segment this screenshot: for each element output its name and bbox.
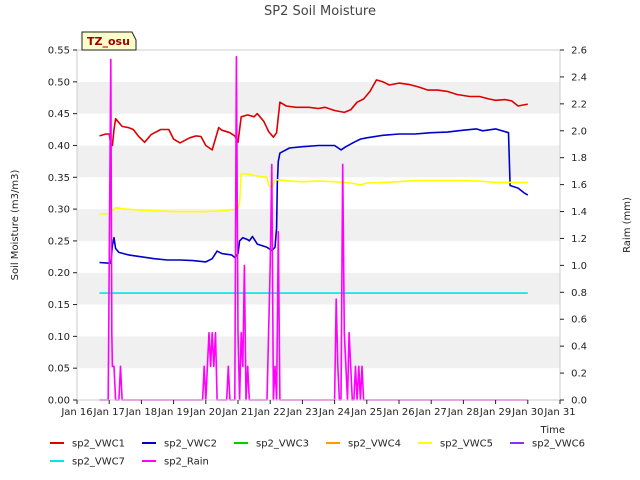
y-tick-label: 0.30 bbox=[48, 205, 70, 216]
x-tick-label: Jan 27 bbox=[415, 407, 447, 418]
x-tick-label: Jan 26 bbox=[382, 407, 414, 418]
x-tick-label: Jan 30 bbox=[511, 407, 543, 418]
x-tick-label: Jan 29 bbox=[479, 407, 511, 418]
y2-tick-label: 2.2 bbox=[571, 99, 587, 110]
legend: sp2_VWC1 sp2_VWC2 sp2_VWC3 sp2_VWC4 sp2_VWC5… bbox=[50, 439, 585, 468]
grid-band bbox=[77, 336, 560, 369]
x-tick-label: Jan 24 bbox=[318, 407, 350, 418]
y2-tick-label: 1.2 bbox=[571, 234, 587, 245]
y-tick-label: 0.05 bbox=[48, 364, 70, 375]
y-tick-label: 0.40 bbox=[48, 141, 70, 152]
y-axis-right: 0.0 0.2 0.4 0.6 0.8 1.0 1.2 1.4 1.6 1.8 2.0 2.2 2.4 2… bbox=[560, 46, 587, 407]
y2-tick-label: 1.4 bbox=[571, 207, 587, 218]
plot-frame bbox=[76, 49, 561, 401]
y2-tick-label: 2.0 bbox=[571, 126, 587, 137]
grid-band bbox=[77, 368, 560, 400]
y2-axis-title: Raim (mm) bbox=[622, 197, 633, 253]
x-axis-title: Time bbox=[540, 425, 565, 436]
x-tick-label: Jan 25 bbox=[350, 407, 382, 418]
grid-band bbox=[77, 50, 560, 82]
series-line-sp2_VWC1 bbox=[99, 79, 528, 151]
y-tick-label: 0.55 bbox=[48, 46, 70, 57]
legend-label: sp2_VWC3 bbox=[256, 439, 309, 450]
x-tick-label: Jan 18 bbox=[125, 407, 157, 418]
timezone-label: TZ_osu bbox=[81, 31, 137, 51]
y-tick-label: 0.35 bbox=[48, 173, 70, 184]
grid-band bbox=[77, 145, 560, 178]
y-tick-label: 0.15 bbox=[48, 300, 70, 311]
y-tick-label: 0.25 bbox=[48, 236, 70, 247]
x-tick-label: Jan 22 bbox=[254, 407, 286, 418]
grid-band bbox=[77, 272, 560, 305]
x-tick-label: Jan 23 bbox=[286, 407, 318, 418]
legend-label: sp2_VWC2 bbox=[164, 439, 217, 450]
legend-label: sp2_VWC4 bbox=[348, 439, 401, 450]
legend-label: sp2_Rain bbox=[164, 457, 209, 468]
series-line-sp2_VWC2 bbox=[99, 128, 529, 265]
legend-label: sp2_VWC7 bbox=[72, 457, 125, 468]
y2-tick-label: 0.4 bbox=[571, 342, 587, 353]
timezone-label-text: TZ_osu bbox=[87, 35, 130, 48]
grid-band bbox=[77, 240, 560, 273]
y-axis-left: 0.00 0.05 0.10 0.15 0.20 0.25 0.30 0.35 0.40 0.45… bbox=[48, 46, 77, 407]
timezone-label-box bbox=[81, 31, 137, 51]
y2-tick-label: 2.4 bbox=[571, 72, 587, 83]
chart-title: SP2 Soil Moisture bbox=[264, 4, 376, 19]
grid-band bbox=[77, 304, 560, 337]
x-axis: Jan 16 Jan 17 Jan 18 Jan 19 Jan 20 Jan 21 Jan … bbox=[60, 400, 576, 418]
y2-tick-label: 0.2 bbox=[571, 369, 587, 380]
y2-tick-label: 0.8 bbox=[571, 288, 587, 299]
y2-tick-label: 0.6 bbox=[571, 315, 587, 326]
x-tick-label: Jan 28 bbox=[447, 407, 479, 418]
y-tick-label: 0.00 bbox=[48, 396, 70, 407]
y2-tick-label: 0.0 bbox=[571, 396, 587, 407]
grid-band bbox=[77, 209, 560, 241]
y-tick-label: 0.45 bbox=[48, 109, 70, 120]
legend-label: sp2_VWC6 bbox=[532, 439, 585, 450]
x-tick-label: Jan 21 bbox=[221, 407, 253, 418]
y2-tick-label: 2.6 bbox=[571, 46, 587, 57]
y2-tick-label: 1.0 bbox=[571, 261, 587, 272]
x-tick-label: Jan 20 bbox=[189, 407, 221, 418]
y2-tick-label: 1.6 bbox=[571, 180, 587, 191]
grid-band bbox=[77, 177, 560, 210]
grid-bands bbox=[77, 50, 560, 400]
x-tick-label: Jan 19 bbox=[157, 407, 189, 418]
x-tick-label: Jan 31 bbox=[543, 407, 575, 418]
y-axis-title: Soil Moisture (m3/m3) bbox=[10, 170, 21, 281]
y-tick-label: 0.10 bbox=[48, 332, 70, 343]
x-tick-label: Jan 16 bbox=[60, 407, 92, 418]
x-tick-label: Jan 17 bbox=[93, 407, 125, 418]
y-tick-label: 0.50 bbox=[48, 77, 70, 88]
series-line-sp2_VWC5 bbox=[99, 172, 528, 215]
legend-label: sp2_VWC1 bbox=[72, 439, 125, 450]
legend-label: sp2_VWC5 bbox=[440, 439, 493, 450]
y-tick-label: 0.20 bbox=[48, 268, 70, 279]
y2-tick-label: 1.8 bbox=[571, 153, 587, 164]
